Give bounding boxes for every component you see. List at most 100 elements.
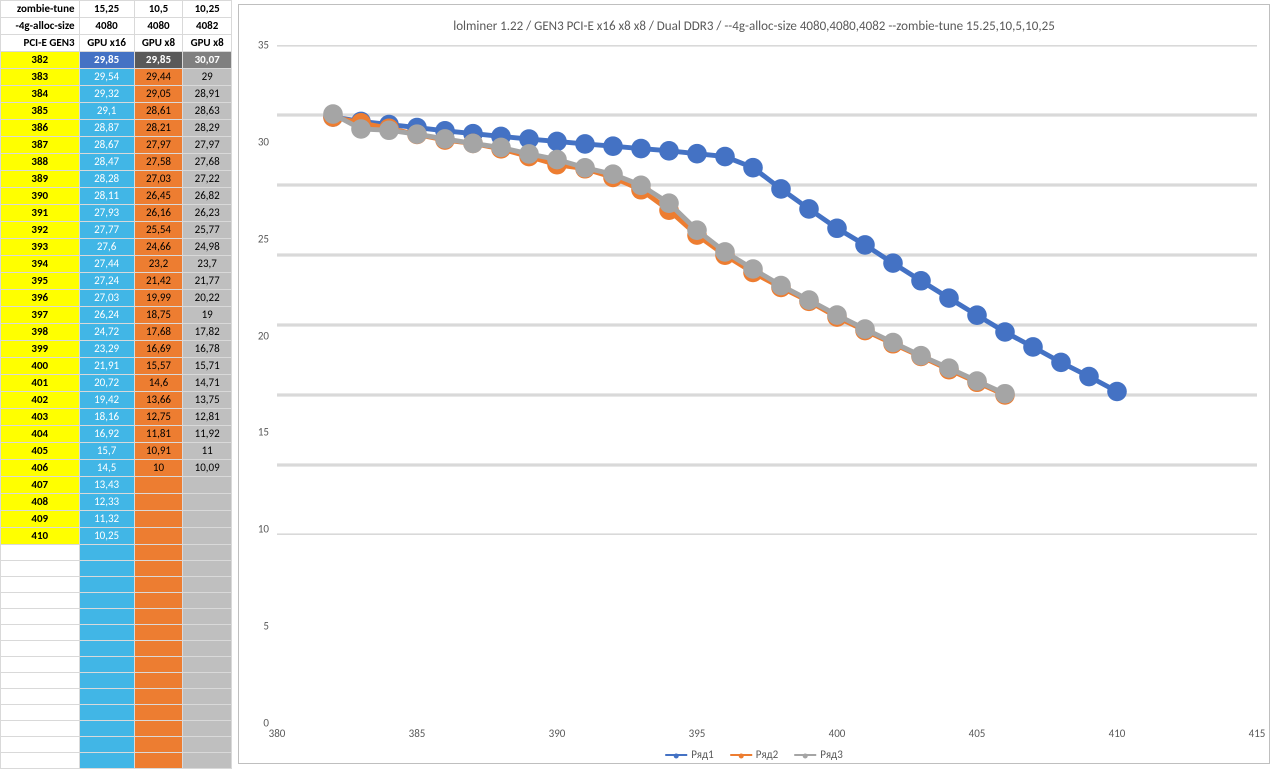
table-cell: 11,81 bbox=[134, 426, 183, 443]
y-tick-label: 25 bbox=[258, 232, 269, 245]
table-cell: 17,82 bbox=[183, 324, 232, 341]
chart-title: lolminer 1.22 / GEN3 PCI-E x16 x8 x8 / D… bbox=[453, 19, 1055, 34]
table-cell: 27,77 bbox=[79, 222, 134, 239]
x-tick-label: 405 bbox=[969, 727, 986, 740]
chart-marker bbox=[771, 179, 791, 199]
table-row: 40515,710,9111 bbox=[1, 443, 232, 460]
table-cell bbox=[183, 673, 232, 689]
x-tick-label: 400 bbox=[829, 727, 846, 740]
table-cell: 385 bbox=[1, 103, 80, 120]
table-cell: 28,87 bbox=[79, 120, 134, 137]
table-cell: 21,42 bbox=[134, 273, 183, 290]
table-cell bbox=[134, 625, 183, 641]
table-header-row: PCI-E GEN3GPU x16GPU x8GPU x8 bbox=[1, 35, 232, 52]
table-cell: 410 bbox=[1, 528, 80, 545]
table-cell bbox=[134, 494, 183, 511]
table-cell bbox=[79, 625, 134, 641]
table-row: 39427,4423,223,7 bbox=[1, 256, 232, 273]
table-cell bbox=[183, 721, 232, 737]
table-row bbox=[1, 737, 232, 753]
table-row: 39127,9326,1626,23 bbox=[1, 205, 232, 222]
table-cell bbox=[134, 577, 183, 593]
table-cell: 12,75 bbox=[134, 409, 183, 426]
table-cell bbox=[1, 721, 80, 737]
table-row: 38429,3229,0528,91 bbox=[1, 86, 232, 103]
table-cell: 404 bbox=[1, 426, 80, 443]
legend-label: Ряд3 bbox=[820, 748, 843, 761]
table-cell: 26,24 bbox=[79, 307, 134, 324]
table-cell bbox=[1, 753, 80, 769]
table-cell: 11,92 bbox=[183, 426, 232, 443]
table-cell: 4080 bbox=[134, 18, 183, 35]
table-cell bbox=[134, 528, 183, 545]
table-cell: 30,07 bbox=[183, 52, 232, 69]
table-cell bbox=[183, 705, 232, 721]
table-cell: 14,6 bbox=[134, 375, 183, 392]
table-cell: 387 bbox=[1, 137, 80, 154]
table-row: 40812,33 bbox=[1, 494, 232, 511]
table-cell: 384 bbox=[1, 86, 80, 103]
table-cell bbox=[183, 511, 232, 528]
table-cell: 14,71 bbox=[183, 375, 232, 392]
table-row: 39227,7725,5425,77 bbox=[1, 222, 232, 239]
data-table: zombie-tune15,2510,510,25-4g-alloc-size4… bbox=[0, 0, 232, 769]
chart-panel: lolminer 1.22 / GEN3 PCI-E x16 x8 x8 / D… bbox=[232, 0, 1280, 770]
chart-plot-area bbox=[277, 45, 1257, 535]
table-cell: 28,11 bbox=[79, 188, 134, 205]
chart-marker bbox=[379, 120, 399, 140]
chart-marker bbox=[491, 138, 511, 158]
table-cell: 19,42 bbox=[79, 392, 134, 409]
table-cell: 401 bbox=[1, 375, 80, 392]
table-cell bbox=[1, 625, 80, 641]
table-row: 38628,8728,2128,29 bbox=[1, 120, 232, 137]
x-tick-label: 385 bbox=[409, 727, 426, 740]
table-cell: 18,16 bbox=[79, 409, 134, 426]
table-cell bbox=[79, 593, 134, 609]
chart-marker bbox=[659, 141, 679, 161]
chart-marker bbox=[547, 132, 567, 152]
data-table-panel: zombie-tune15,2510,510,25-4g-alloc-size4… bbox=[0, 0, 232, 770]
legend-swatch bbox=[665, 754, 687, 756]
table-cell bbox=[183, 641, 232, 657]
chart-marker bbox=[687, 144, 707, 164]
chart-marker bbox=[911, 346, 931, 366]
table-cell: 409 bbox=[1, 511, 80, 528]
table-cell: 396 bbox=[1, 290, 80, 307]
table-cell: 406 bbox=[1, 460, 80, 477]
table-cell bbox=[183, 609, 232, 625]
table-cell: 27,03 bbox=[79, 290, 134, 307]
table-cell bbox=[183, 737, 232, 753]
y-tick-label: 20 bbox=[258, 329, 269, 342]
table-cell bbox=[134, 721, 183, 737]
table-cell bbox=[79, 577, 134, 593]
table-cell: 29,32 bbox=[79, 86, 134, 103]
table-cell: 10,25 bbox=[79, 528, 134, 545]
chart-marker bbox=[1079, 367, 1099, 387]
table-row bbox=[1, 753, 232, 769]
table-cell bbox=[183, 477, 232, 494]
table-cell: 403 bbox=[1, 409, 80, 426]
table-cell: 21,91 bbox=[79, 358, 134, 375]
x-axis-labels: 380385390395400405410415 bbox=[277, 727, 1257, 743]
table-cell bbox=[134, 593, 183, 609]
legend-item: Ряд3 bbox=[794, 748, 843, 761]
table-cell: 24,66 bbox=[134, 239, 183, 256]
chart-marker bbox=[687, 220, 707, 240]
table-cell: 13,43 bbox=[79, 477, 134, 494]
table-cell bbox=[134, 545, 183, 561]
table-cell bbox=[183, 625, 232, 641]
table-cell bbox=[183, 561, 232, 577]
table-row: 38329,5429,4429 bbox=[1, 69, 232, 86]
table-row: 38928,2827,0327,22 bbox=[1, 171, 232, 188]
table-cell: 397 bbox=[1, 307, 80, 324]
table-row: 39923,2916,6916,78 bbox=[1, 341, 232, 358]
table-cell: 23,29 bbox=[79, 341, 134, 358]
table-cell: 27,97 bbox=[183, 137, 232, 154]
chart-legend: Ряд1Ряд2Ряд3 bbox=[665, 748, 843, 761]
table-cell bbox=[1, 577, 80, 593]
table-cell: 10,91 bbox=[134, 443, 183, 460]
table-cell: 392 bbox=[1, 222, 80, 239]
chart-marker bbox=[351, 119, 371, 139]
table-cell: 388 bbox=[1, 154, 80, 171]
table-row bbox=[1, 721, 232, 737]
